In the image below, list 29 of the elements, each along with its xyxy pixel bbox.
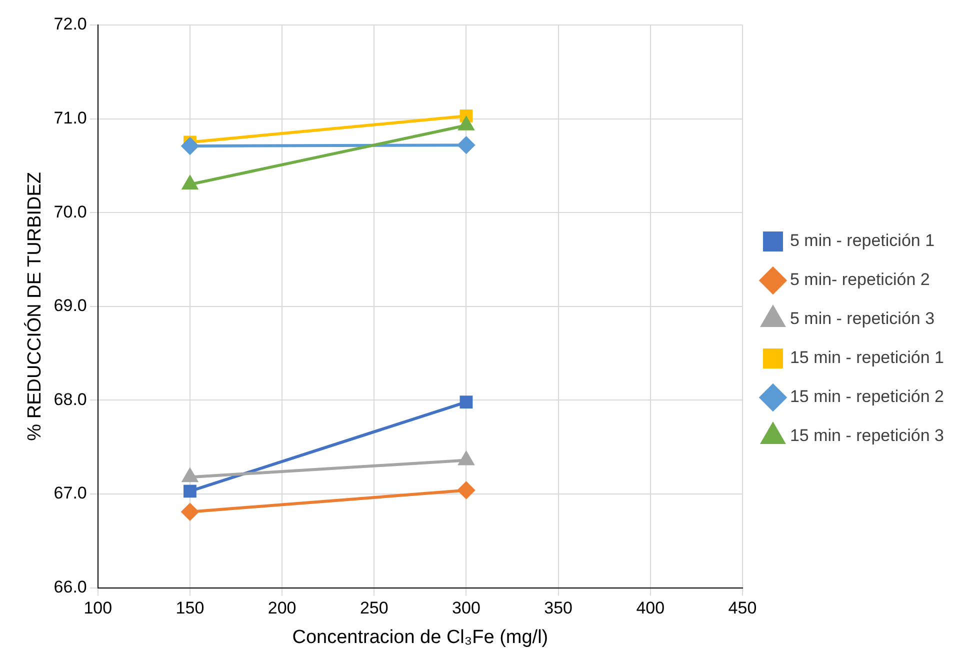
x-tick-label: 250 [360,598,388,618]
x-tick-label: 100 [84,598,112,618]
point [184,484,196,498]
legend-label: 5 min- repetición 2 [790,270,930,290]
point [181,138,198,154]
legend-label: 5 min - repetición 3 [790,309,935,328]
y-tick-label: 68.0 [54,390,87,409]
x-axis-title: Concentracion de Cl₃Fe (mg/l) [292,626,548,648]
y-tick-label: 71.0 [54,108,87,128]
x-tick-label: 150 [176,598,204,618]
legend-label: 15 min - repetición 2 [790,387,944,406]
point [181,503,198,520]
y-tick-label: 72.0 [54,14,87,34]
y-axis-title: % REDUCCIÓN DE TURBIDEZ [24,172,46,441]
y-tick-label: 67.0 [54,484,87,503]
x-tick-label: 200 [268,598,296,618]
legend-label: 5 min - repetición 1 [790,231,935,250]
legend-label: 15 min - repetición 1 [790,348,944,368]
x-tick-label: 400 [636,598,665,618]
y-tick-label: 70.0 [54,202,87,222]
y-tick-label: 69.0 [54,296,87,316]
x-tick-label: 300 [452,598,480,618]
legend-label: 15 min - repetición 3 [790,426,944,446]
y-tick-label: 66.0 [54,577,87,596]
point [458,136,475,154]
x-tick-label: 350 [544,598,572,618]
point [460,396,473,409]
point [458,482,475,499]
x-tick-label: 450 [728,598,757,618]
